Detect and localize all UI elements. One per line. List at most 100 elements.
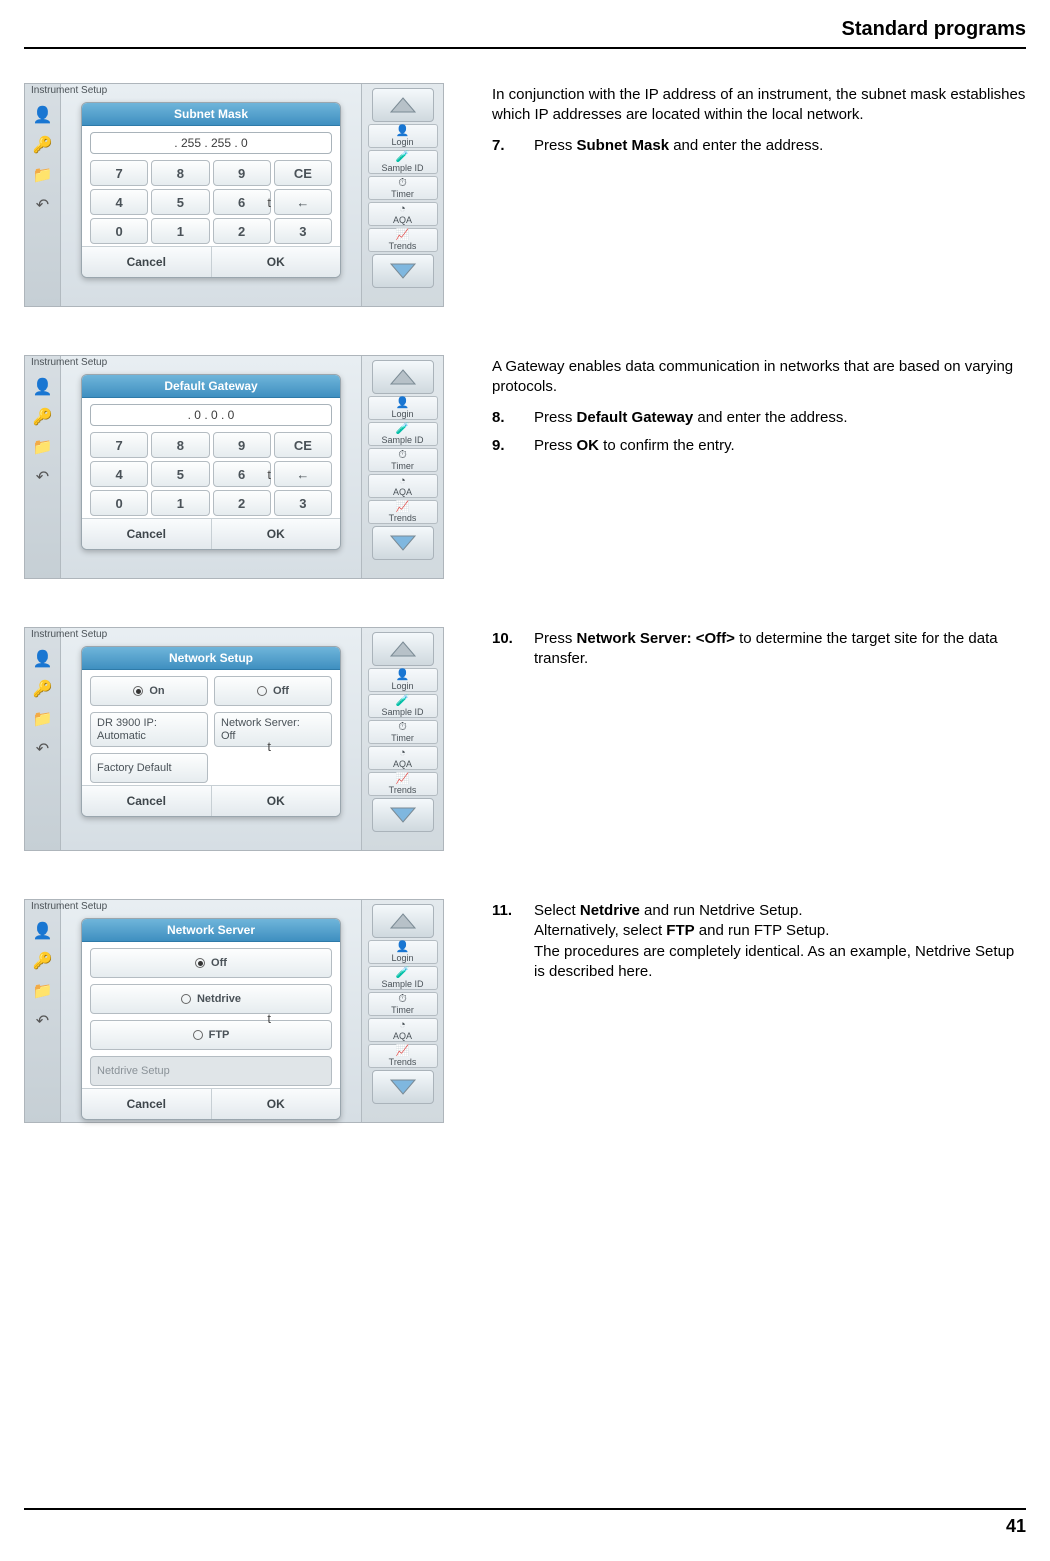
dialog-body: OnOffDR 3900 IP:AutomaticNetwork Server:… [82, 670, 340, 785]
ok-button[interactable]: OK [212, 1089, 341, 1119]
ok-button[interactable]: OK [212, 786, 341, 816]
side-button[interactable]: 👤Login [368, 940, 438, 964]
option-radio[interactable]: Off [214, 676, 332, 706]
scroll-down-arrow[interactable] [372, 798, 434, 832]
cancel-button[interactable]: Cancel [82, 247, 212, 277]
person-icon[interactable]: 👤 [32, 374, 54, 400]
side-button-icon: 🧪 [396, 152, 410, 163]
scroll-down-arrow[interactable] [372, 526, 434, 560]
text-column: 10.Press Network Server: <Off> to determ… [492, 627, 1026, 678]
side-button[interactable]: 👤Login [368, 396, 438, 420]
keypad-key[interactable]: 3 [274, 490, 332, 516]
keypad-key[interactable]: 1 [151, 218, 209, 244]
side-button[interactable]: ◔AQA [368, 202, 438, 226]
side-button[interactable]: 👤Login [368, 124, 438, 148]
side-button[interactable]: 🧪Sample ID [368, 966, 438, 990]
keypad-key[interactable]: 6 [213, 461, 271, 487]
side-button[interactable]: 👤Login [368, 668, 438, 692]
keypad-key[interactable]: ← [274, 189, 332, 215]
dialog-input[interactable]: . 0 . 0 . 0 [90, 404, 332, 426]
side-button[interactable]: 📈Trends [368, 772, 438, 796]
side-button[interactable]: ◔AQA [368, 1018, 438, 1042]
side-button-label: Sample ID [381, 164, 423, 173]
key-icon[interactable]: 🔑 [32, 676, 54, 702]
side-button[interactable]: 📈Trends [368, 1044, 438, 1068]
right-panel: 👤Login🧪Sample ID⏱Timer◔AQA📈Trends [361, 900, 443, 1122]
side-button[interactable]: ⏱Timer [368, 176, 438, 200]
scroll-down-arrow[interactable] [372, 254, 434, 288]
side-button-label: Timer [391, 462, 414, 471]
keypad-key[interactable]: 8 [151, 432, 209, 458]
side-button-icon: ◔ [399, 204, 406, 215]
side-button[interactable]: 🧪Sample ID [368, 422, 438, 446]
side-button[interactable]: 🧪Sample ID [368, 150, 438, 174]
key-icon[interactable]: 🔑 [32, 948, 54, 974]
keypad-key[interactable]: 3 [274, 218, 332, 244]
dialog-input[interactable]: . 255 . 255 . 0 [90, 132, 332, 154]
ok-button[interactable]: OK [212, 519, 341, 549]
keypad-key[interactable]: 6 [213, 189, 271, 215]
cancel-button[interactable]: Cancel [82, 786, 212, 816]
keypad-key[interactable]: 0 [90, 218, 148, 244]
undo-icon[interactable]: ↶ [32, 192, 54, 218]
keypad: 789CE 456← 0123 [90, 432, 332, 516]
option-cell[interactable]: DR 3900 IP:Automatic [90, 712, 208, 747]
right-panel: 👤Login🧪Sample ID⏱Timer◔AQA📈Trends [361, 628, 443, 850]
keypad-key[interactable]: 4 [90, 189, 148, 215]
option-radio[interactable]: On [90, 676, 208, 706]
person-icon[interactable]: 👤 [32, 102, 54, 128]
keypad-key[interactable]: 9 [213, 432, 271, 458]
stray-label: t [267, 1011, 271, 1026]
dialog-title: Default Gateway [82, 375, 340, 398]
keypad-key[interactable]: 5 [151, 461, 209, 487]
keypad-key[interactable]: CE [274, 432, 332, 458]
side-button-icon: ◔ [399, 1020, 406, 1031]
scroll-down-arrow[interactable] [372, 1070, 434, 1104]
page-title: Standard programs [842, 18, 1026, 41]
step-number: 11. [492, 901, 522, 982]
keypad-key[interactable]: 0 [90, 490, 148, 516]
keypad-key[interactable]: 7 [90, 160, 148, 186]
side-button[interactable]: 📈Trends [368, 500, 438, 524]
side-button[interactable]: ⏱Timer [368, 448, 438, 472]
person-icon[interactable]: 👤 [32, 646, 54, 672]
key-icon[interactable]: 🔑 [32, 132, 54, 158]
side-button[interactable]: 🧪Sample ID [368, 694, 438, 718]
person-icon[interactable]: 👤 [32, 918, 54, 944]
keypad-key[interactable]: 8 [151, 160, 209, 186]
option-cell[interactable]: Factory Default [90, 753, 208, 783]
side-button-icon: 📈 [396, 230, 410, 241]
undo-icon[interactable]: ↶ [32, 1008, 54, 1034]
keypad-key[interactable]: 2 [213, 490, 271, 516]
option-radio[interactable]: Off [90, 948, 332, 978]
keypad-key[interactable]: ← [274, 461, 332, 487]
keypad-key[interactable]: 2 [213, 218, 271, 244]
side-button[interactable]: ⏱Timer [368, 992, 438, 1016]
folder-icon[interactable]: 📁 [32, 162, 54, 188]
side-button[interactable]: ⏱Timer [368, 720, 438, 744]
folder-icon[interactable]: 📁 [32, 434, 54, 460]
cancel-button[interactable]: Cancel [82, 1089, 212, 1119]
key-icon[interactable]: 🔑 [32, 404, 54, 430]
option-cell[interactable]: Network Server:Off [214, 712, 332, 747]
undo-icon[interactable]: ↶ [32, 464, 54, 490]
side-button[interactable]: 📈Trends [368, 228, 438, 252]
side-button[interactable]: ◔AQA [368, 746, 438, 770]
cancel-button[interactable]: Cancel [82, 519, 212, 549]
folder-icon[interactable]: 📁 [32, 978, 54, 1004]
ok-button[interactable]: OK [212, 247, 341, 277]
keypad-key[interactable]: 1 [151, 490, 209, 516]
radio-indicator [193, 1030, 203, 1040]
keypad-key[interactable]: 9 [213, 160, 271, 186]
keypad-key[interactable]: 4 [90, 461, 148, 487]
keypad-key[interactable]: CE [274, 160, 332, 186]
dialog-body: . 255 . 255 . 0 789CE 456← 0123 [82, 126, 340, 246]
keypad-key[interactable]: 7 [90, 432, 148, 458]
undo-icon[interactable]: ↶ [32, 736, 54, 762]
option-radio[interactable]: FTP [90, 1020, 332, 1050]
dialog-title: Subnet Mask [82, 103, 340, 126]
option-radio[interactable]: Netdrive [90, 984, 332, 1014]
keypad-key[interactable]: 5 [151, 189, 209, 215]
folder-icon[interactable]: 📁 [32, 706, 54, 732]
side-button[interactable]: ◔AQA [368, 474, 438, 498]
